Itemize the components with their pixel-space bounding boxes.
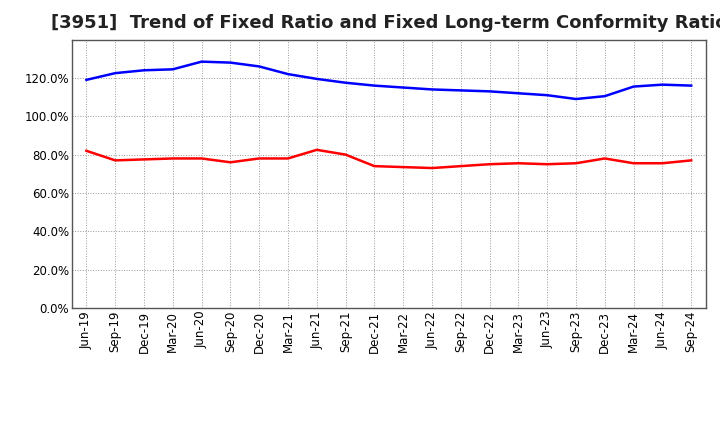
Fixed Long-term Conformity Ratio (341, 152, 350, 157)
Line: Fixed Ratio: Fixed Ratio (86, 62, 691, 99)
Fixed Ratio (629, 84, 638, 89)
Fixed Long-term Conformity Ratio (399, 165, 408, 170)
Fixed Long-term Conformity Ratio (456, 164, 465, 169)
Fixed Long-term Conformity Ratio (168, 156, 177, 161)
Fixed Ratio (82, 77, 91, 82)
Fixed Ratio (485, 89, 494, 94)
Fixed Ratio (312, 76, 321, 81)
Fixed Long-term Conformity Ratio (255, 156, 264, 161)
Fixed Long-term Conformity Ratio (572, 161, 580, 166)
Fixed Ratio (168, 67, 177, 72)
Fixed Long-term Conformity Ratio (543, 161, 552, 167)
Fixed Ratio (284, 71, 292, 77)
Fixed Long-term Conformity Ratio (629, 161, 638, 166)
Fixed Long-term Conformity Ratio (140, 157, 148, 162)
Fixed Ratio (140, 68, 148, 73)
Fixed Ratio (255, 64, 264, 69)
Fixed Long-term Conformity Ratio (284, 156, 292, 161)
Fixed Ratio (226, 60, 235, 65)
Fixed Long-term Conformity Ratio (658, 161, 667, 166)
Fixed Ratio (428, 87, 436, 92)
Fixed Ratio (197, 59, 206, 64)
Fixed Long-term Conformity Ratio (197, 156, 206, 161)
Fixed Ratio (543, 92, 552, 98)
Fixed Long-term Conformity Ratio (600, 156, 609, 161)
Fixed Long-term Conformity Ratio (485, 161, 494, 167)
Fixed Long-term Conformity Ratio (428, 165, 436, 171)
Fixed Long-term Conformity Ratio (111, 158, 120, 163)
Fixed Ratio (514, 91, 523, 96)
Fixed Long-term Conformity Ratio (370, 164, 379, 169)
Line: Fixed Long-term Conformity Ratio: Fixed Long-term Conformity Ratio (86, 150, 691, 168)
Fixed Long-term Conformity Ratio (82, 148, 91, 154)
Fixed Ratio (600, 94, 609, 99)
Fixed Long-term Conformity Ratio (514, 161, 523, 166)
Fixed Ratio (687, 83, 696, 88)
Fixed Ratio (658, 82, 667, 87)
Fixed Long-term Conformity Ratio (312, 147, 321, 153)
Fixed Ratio (370, 83, 379, 88)
Fixed Ratio (399, 85, 408, 90)
Fixed Long-term Conformity Ratio (226, 160, 235, 165)
Title: [3951]  Trend of Fixed Ratio and Fixed Long-term Conformity Ratio: [3951] Trend of Fixed Ratio and Fixed Lo… (50, 15, 720, 33)
Fixed Ratio (572, 96, 580, 102)
Fixed Long-term Conformity Ratio (687, 158, 696, 163)
Fixed Ratio (341, 80, 350, 85)
Fixed Ratio (456, 88, 465, 93)
Fixed Ratio (111, 70, 120, 76)
